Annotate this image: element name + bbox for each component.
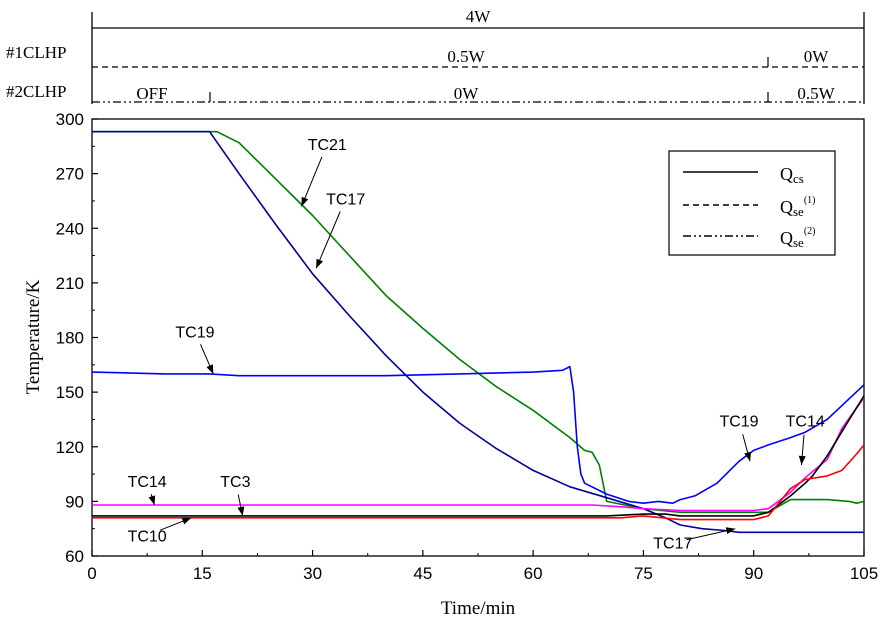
y-tick-label: 150 xyxy=(56,383,84,402)
power-panel: 4W #1CLHP 0.5W 0W #2CLHP OFF 0W 0.5W xyxy=(6,7,865,104)
y-tick-label: 60 xyxy=(65,547,84,566)
x-tick-label: 15 xyxy=(193,564,212,583)
y-tick-label: 90 xyxy=(65,492,84,511)
x-tick-label: 75 xyxy=(634,564,653,583)
annotation-label: TC19 xyxy=(175,325,214,342)
y-tick-label: 300 xyxy=(56,110,84,129)
annotation-label: TC14 xyxy=(128,474,167,491)
legend-box xyxy=(668,150,836,256)
power-row-1clhp-seg2-label: 0W xyxy=(804,47,830,66)
annotation-label: TC17 xyxy=(653,536,692,553)
annotation-arrow-line xyxy=(315,211,341,269)
x-tick-label: 105 xyxy=(850,564,878,583)
y-tick-label: 180 xyxy=(56,329,84,348)
legend-label-qse2: Qse(2) xyxy=(780,226,816,250)
power-row-4w-label: 4W xyxy=(466,7,492,26)
y-axis-label: Temperature/K xyxy=(23,279,44,394)
series-line-tc19 xyxy=(91,365,865,505)
power-row-2clhp-seg1-label: OFF xyxy=(136,84,167,103)
annotation-arrow-head xyxy=(316,258,323,269)
series-layer xyxy=(91,130,865,534)
power-row-2clhp-name: #2CLHP xyxy=(6,82,66,101)
legend-label-qse1: Qse(1) xyxy=(780,195,816,219)
annotation-arrow-head xyxy=(744,451,752,462)
y-tick-label: 120 xyxy=(56,438,84,457)
annotation-arrow-head xyxy=(206,364,214,374)
annotation-layer: TC21 TC17 TC19 TC14 TC3 TC10 TC19 TC14 TC17 xyxy=(128,137,825,553)
y-tick-label: 240 xyxy=(56,219,84,238)
legend: Qcs Qse(1) Qse(2) xyxy=(668,150,836,256)
y-tick-label: 270 xyxy=(56,165,84,184)
annotation-arrow-head xyxy=(725,527,736,535)
annotation-arrow-head xyxy=(181,517,192,525)
series-line-tc10 xyxy=(92,444,865,521)
y-tick-label: 210 xyxy=(56,274,84,293)
annotation-label: TC14 xyxy=(786,414,825,431)
annotation-arrow-head xyxy=(798,455,806,465)
x-tick-label: 90 xyxy=(744,564,763,583)
annotation-label: TC17 xyxy=(326,192,365,209)
power-row-2clhp-seg2-label: 0W xyxy=(454,84,480,103)
series-line-tc21 xyxy=(92,130,865,514)
annotation-label: TC3 xyxy=(220,474,250,491)
x-axis-label: Time/min xyxy=(441,598,516,619)
power-row-1clhp-name: #1CLHP xyxy=(6,43,66,62)
series-line-tc14 xyxy=(92,397,865,512)
series-line-tc3 xyxy=(92,395,865,517)
x-tick-label: 45 xyxy=(413,564,432,583)
power-row-1clhp-seg1-label: 0.5W xyxy=(447,47,485,66)
legend-label-qcs: Qcs xyxy=(780,164,804,186)
x-tick-label: 30 xyxy=(303,564,322,583)
annotation-label: TC19 xyxy=(719,414,758,431)
annotation-arrow-head xyxy=(237,506,245,516)
series-line-tc17 xyxy=(92,130,864,534)
annotation-label: TC21 xyxy=(308,137,347,154)
power-row-2clhp-seg3-label: 0.5W xyxy=(797,84,835,103)
axes: 0 15 30 45 60 75 90 105 60 90 120 150 180 210 240 270 30… xyxy=(56,110,879,583)
annotation-arrow-head xyxy=(301,196,309,207)
x-tick-label: 0 xyxy=(87,564,96,583)
x-tick-label: 60 xyxy=(524,564,543,583)
annotation-arrow-head xyxy=(148,495,156,505)
annotation-label: TC10 xyxy=(128,528,167,545)
